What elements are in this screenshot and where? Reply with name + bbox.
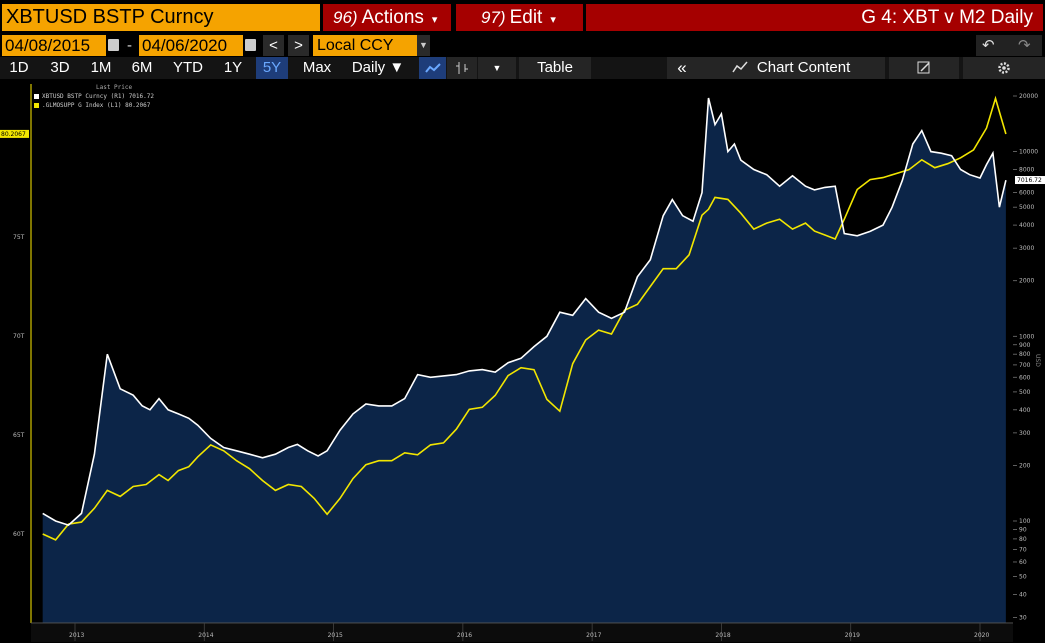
end-date-input[interactable]: 04/06/2020 bbox=[139, 35, 243, 56]
period-1d[interactable]: 1D bbox=[9, 59, 29, 76]
chart-content-button[interactable]: Chart Content bbox=[697, 57, 885, 79]
date-separator: - bbox=[127, 37, 132, 54]
undo-redo-group: ↶ ↷ bbox=[976, 35, 1042, 56]
right-axis-tick-label: 60 bbox=[1019, 559, 1027, 566]
period-ytd[interactable]: YTD bbox=[173, 59, 203, 76]
period-5y[interactable]: 5Y bbox=[256, 57, 288, 79]
date-range-bar: 04/08/2015 - 04/06/2020 < > Local CCY ▼ … bbox=[0, 34, 1045, 58]
right-axis-tick-label: 80 bbox=[1019, 536, 1027, 543]
calendar-icon[interactable] bbox=[108, 39, 119, 51]
x-axis-tick-label: 2013 bbox=[69, 632, 84, 639]
right-axis-tick-label: 6000 bbox=[1019, 190, 1034, 197]
chart-legend: Last Price XBTUSD BSTP Curncy (R1) 7016.… bbox=[34, 83, 154, 110]
right-axis-title: USD bbox=[1034, 354, 1041, 367]
x-axis-band bbox=[31, 624, 1013, 642]
actions-menu-button[interactable]: 96) Actions ▾ bbox=[323, 4, 451, 31]
x-axis-tick-label: 2017 bbox=[586, 632, 601, 639]
right-axis-tick-label: 200 bbox=[1019, 462, 1031, 469]
right-axis-tick-label: 8000 bbox=[1019, 166, 1034, 173]
right-axis-tick-label: 1000 bbox=[1019, 333, 1034, 340]
period-1m[interactable]: 1M bbox=[90, 59, 112, 76]
chevron-down-icon[interactable]: ▼ bbox=[417, 35, 430, 56]
right-axis-tick-label: 3000 bbox=[1019, 245, 1034, 252]
chevron-down-icon: ▾ bbox=[431, 14, 438, 26]
series1-area bbox=[42, 98, 1006, 623]
left-last-value-label: 80.2067 bbox=[1, 131, 26, 138]
x-axis-tick-label: 2015 bbox=[328, 632, 343, 639]
redo-icon[interactable]: ↷ bbox=[1018, 37, 1031, 54]
candlestick-icon[interactable] bbox=[447, 57, 477, 79]
line-chart-icon[interactable] bbox=[419, 57, 446, 79]
right-axis-tick-label: 2000 bbox=[1019, 278, 1034, 285]
top-toolbar: XBTUSD BSTP Curncy 96) Actions ▾ 97) Edit ▾ … bbox=[0, 0, 1045, 33]
right-axis-tick-label: 300 bbox=[1019, 430, 1031, 437]
period-max[interactable]: Max bbox=[302, 59, 332, 76]
chevron-down-icon[interactable]: ▼ bbox=[478, 57, 516, 79]
edit-menu-button[interactable]: 97) Edit ▾ bbox=[456, 4, 583, 31]
right-axis-tick-label: 600 bbox=[1019, 374, 1031, 381]
period-3d[interactable]: 3D bbox=[50, 59, 70, 76]
right-axis-tick-label: 500 bbox=[1019, 389, 1031, 396]
chart-title: G 4: XBT v M2 Daily bbox=[586, 4, 1043, 31]
x-axis-tick-label: 2014 bbox=[198, 632, 213, 639]
right-axis-tick-label: 5000 bbox=[1019, 204, 1034, 211]
prev-period-button[interactable]: < bbox=[263, 35, 284, 56]
x-axis-tick-label: 2018 bbox=[715, 632, 730, 639]
edit-label: Edit bbox=[509, 7, 543, 28]
right-axis-tick-label: 400 bbox=[1019, 407, 1031, 414]
next-period-button[interactable]: > bbox=[288, 35, 309, 56]
undo-icon[interactable]: ↶ bbox=[982, 37, 995, 54]
chevron-down-icon: ▾ bbox=[550, 14, 556, 26]
right-axis-tick-label: 900 bbox=[1019, 342, 1031, 349]
right-axis-tick-label: 4000 bbox=[1019, 222, 1034, 229]
frequency-select[interactable]: Daily ▼ bbox=[351, 59, 405, 76]
right-axis-tick-label: 20000 bbox=[1019, 93, 1038, 100]
collapse-button[interactable]: « bbox=[667, 57, 697, 79]
left-axis-tick-label: 60T bbox=[13, 531, 25, 538]
legend-header: Last Price bbox=[96, 84, 133, 91]
left-axis-tick-label: 65T bbox=[13, 432, 25, 439]
table-button[interactable]: Table bbox=[519, 57, 591, 79]
legend-swatch bbox=[34, 94, 39, 99]
actions-number: 96) bbox=[333, 8, 358, 27]
left-axis-tick-label: 75T bbox=[13, 234, 25, 241]
left-last-value-marker bbox=[0, 129, 29, 138]
legend-series1-label: XBTUSD BSTP Curncy (R1) 7016.72 bbox=[42, 93, 154, 100]
right-axis-tick-label: 30 bbox=[1019, 615, 1027, 622]
period-bar: 1D 3D 1M 6M YTD 1Y 5Y Max Daily ▼ ▼ Tabl… bbox=[0, 57, 1045, 79]
edit-number: 97) bbox=[481, 8, 506, 27]
right-axis-tick-label: 10000 bbox=[1019, 149, 1038, 156]
legend-swatch bbox=[34, 103, 39, 108]
series1-line bbox=[42, 97, 1007, 527]
calendar-icon[interactable] bbox=[245, 39, 256, 51]
period-1y[interactable]: 1Y bbox=[223, 59, 243, 76]
x-axis-tick-label: 2019 bbox=[845, 632, 860, 639]
edit-annotation-icon[interactable] bbox=[889, 57, 959, 79]
price-chart[interactable]: 75T 70T 65T 60T 80.2067 20000 10000 8000 6000 500… bbox=[0, 79, 1045, 643]
legend-item-series2: .GLMOSUPP G Index (L1) 80.2067 bbox=[34, 101, 154, 110]
legend-item-series1: XBTUSD BSTP Curncy (R1) 7016.72 bbox=[34, 92, 154, 101]
right-last-value-label: 7016.72 bbox=[1017, 177, 1042, 184]
x-axis-tick-label: 2016 bbox=[457, 632, 472, 639]
x-axis-tick-label: 2020 bbox=[974, 632, 989, 639]
right-axis-tick-label: 700 bbox=[1019, 362, 1031, 369]
right-axis-tick-label: 40 bbox=[1019, 591, 1027, 598]
chart-content-label: Chart Content bbox=[756, 59, 851, 76]
legend-series2-label: .GLMOSUPP G Index (L1) 80.2067 bbox=[42, 102, 151, 109]
start-date-input[interactable]: 04/08/2015 bbox=[2, 35, 106, 56]
left-axis-tick-label: 70T bbox=[13, 333, 25, 340]
series2-line bbox=[42, 95, 1007, 541]
chart-content-icon bbox=[732, 59, 757, 76]
right-axis-tick-label: 100 bbox=[1019, 518, 1031, 525]
period-6m[interactable]: 6M bbox=[131, 59, 153, 76]
currency-select[interactable]: Local CCY bbox=[313, 35, 417, 56]
right-last-value-marker bbox=[1015, 176, 1045, 185]
ticker-field[interactable]: XBTUSD BSTP Curncy bbox=[2, 4, 320, 31]
right-axis-tick-label: 50 bbox=[1019, 574, 1027, 581]
right-axis-tick-label: 70 bbox=[1019, 547, 1027, 554]
right-axis-tick-label: 800 bbox=[1019, 351, 1031, 358]
actions-label: Actions bbox=[361, 7, 424, 28]
gear-icon[interactable] bbox=[963, 57, 1045, 79]
right-axis-tick-label: 90 bbox=[1019, 526, 1027, 533]
